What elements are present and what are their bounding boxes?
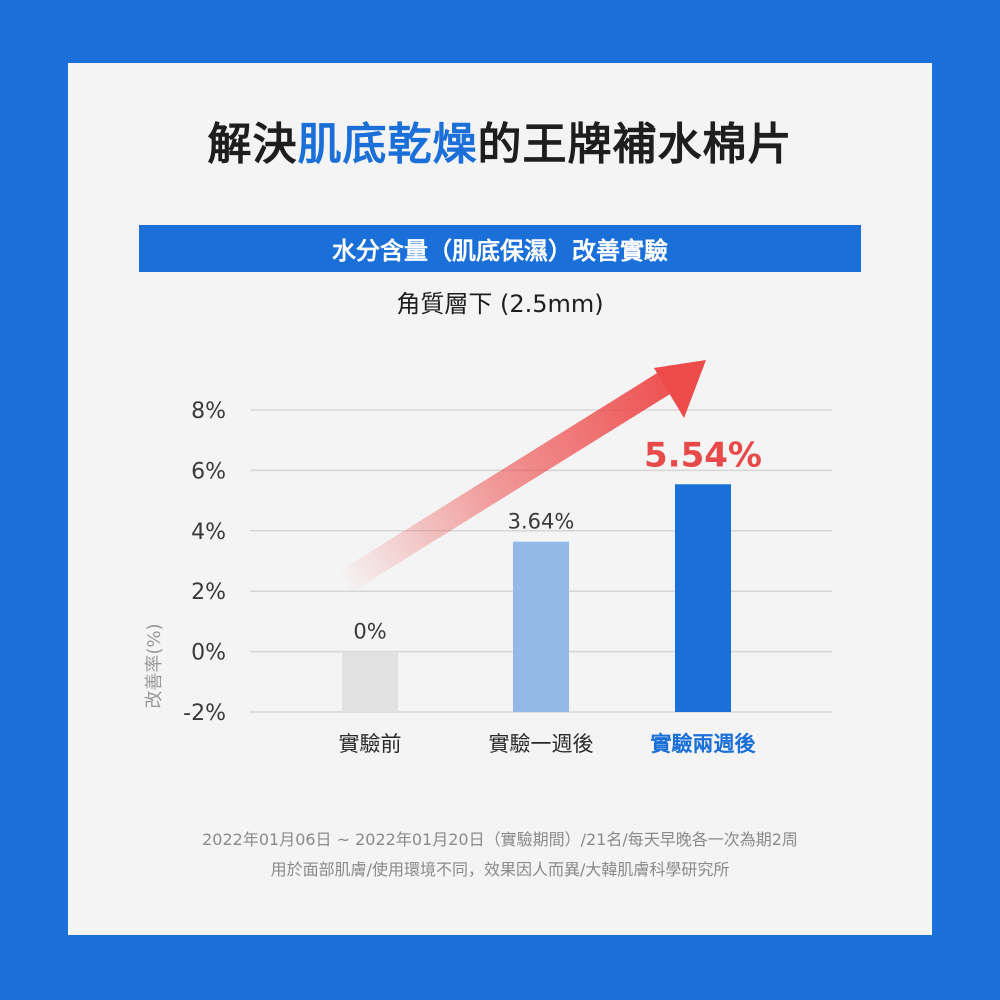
headline: 解決肌底乾燥的王牌補水棉片	[0, 108, 1000, 172]
x-category-label: 實驗一週後	[489, 732, 594, 756]
footnote-line-1: 2022年01月06日 ~ 2022年01月20日（實驗期間）/21名/每天早晚…	[202, 830, 798, 849]
footnote-line-2: 用於面部肌膚/使用環境不同，效果因人而異/大韓肌膚科學研究所	[270, 860, 730, 879]
experiment-banner: 水分含量（肌底保濕）改善實驗	[139, 225, 861, 272]
bar-0	[342, 651, 398, 712]
y-tick-label: 6%	[191, 459, 226, 484]
y-tick-label: 2%	[191, 580, 226, 605]
y-tick-label: 0%	[191, 641, 226, 666]
x-category-label: 實驗前	[339, 732, 402, 756]
headline-suffix: 的王牌補水棉片	[477, 119, 793, 170]
bar-layer	[342, 484, 731, 712]
trend-arrow-head	[654, 360, 706, 418]
data-label-2: 5.54%	[644, 435, 762, 475]
y-tick-label: -2%	[183, 701, 226, 726]
trend-arrow	[338, 360, 706, 592]
headline-highlight: 肌底乾燥	[297, 119, 478, 170]
headline-prefix: 解決	[207, 119, 298, 170]
y-tick-label: 4%	[191, 520, 226, 545]
chart-subtitle: 角質層下 (2.5mm)	[396, 290, 604, 318]
data-label-0: 0%	[353, 620, 386, 644]
x-category-label: 實驗兩週後	[651, 732, 757, 756]
y-axis-label: 改善率(%)	[144, 623, 165, 708]
trend-arrow-shaft	[338, 365, 683, 592]
bar-1	[513, 541, 569, 712]
bar-2	[675, 484, 731, 712]
y-tick-label: 8%	[191, 399, 226, 424]
label-layer: 8% 6% 4% 2% 0% -2% 0% 實驗前 3.64% 實驗一週後 5.54% 實驗兩週後	[183, 399, 762, 756]
data-label-1: 3.64%	[508, 510, 575, 534]
